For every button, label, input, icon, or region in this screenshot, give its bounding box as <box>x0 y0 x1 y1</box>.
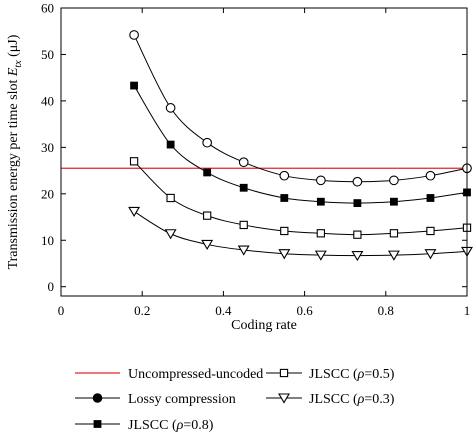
data-point <box>237 245 250 256</box>
data-point <box>128 206 141 218</box>
data-point <box>425 170 436 181</box>
legend-marker <box>93 420 102 428</box>
data-point <box>129 157 139 166</box>
legend-marker <box>278 393 290 404</box>
legend-label: Uncompressed-uncoded <box>128 367 263 382</box>
data-point <box>352 176 363 187</box>
data-point <box>424 249 437 260</box>
x-tick-label: 0.2 <box>134 303 150 318</box>
y-tick-label: 30 <box>41 140 54 155</box>
series-lossy-compression <box>129 30 472 187</box>
data-point <box>426 226 435 236</box>
x-tick-label: 0 <box>58 303 65 318</box>
data-point <box>353 230 362 239</box>
data-point <box>390 197 398 206</box>
legend-label: JLSCC (ρ=0.8) <box>128 418 214 433</box>
data-point <box>426 194 435 202</box>
data-point <box>316 229 325 238</box>
data-point <box>239 220 248 230</box>
series-jlscc-rho-0-3 <box>128 206 473 262</box>
legend-item-jlscc-rho-0-5: JLSCC (ρ=0.5) <box>266 367 395 382</box>
data-point <box>316 197 325 206</box>
legend-item-uncompressed-uncoded: Uncompressed-uncoded <box>75 367 263 382</box>
y-tick-label: 40 <box>41 93 54 108</box>
data-point <box>202 137 213 148</box>
data-point <box>315 175 326 186</box>
data-point <box>278 249 291 260</box>
y-tick-label: 20 <box>41 186 54 201</box>
legend-label: JLSCC (ρ=0.3) <box>309 392 395 407</box>
x-tick-label: 0.8 <box>378 303 394 318</box>
y-tick-label: 0 <box>48 279 55 294</box>
y-tick-label: 10 <box>41 233 54 248</box>
y-axis-title: Transmission energy per time slot Etx (μ… <box>6 34 24 269</box>
x-tick-label: 1 <box>464 303 471 318</box>
data-point <box>239 183 248 192</box>
data-point <box>389 175 399 186</box>
legend-item-jlscc-rho-0-3: JLSCC (ρ=0.3) <box>266 392 395 407</box>
legend-item-jlscc-rho-0-8: JLSCC (ρ=0.8) <box>75 418 214 433</box>
series-jlscc-rho-0-8 <box>130 81 471 207</box>
legend-marker <box>92 393 103 403</box>
data-point <box>280 194 289 202</box>
series-line <box>133 85 468 204</box>
series-line <box>133 211 468 257</box>
x-tick-label: 0.6 <box>296 303 313 318</box>
y-tick-label: 50 <box>41 47 54 62</box>
data-point <box>130 81 138 90</box>
y-tick-label: 60 <box>41 1 54 16</box>
legend-marker <box>279 368 289 378</box>
legend-label: JLSCC (ρ=0.5) <box>309 367 395 382</box>
data-point <box>238 157 249 168</box>
legend-label: Lossy compression <box>128 392 236 407</box>
data-point <box>353 199 362 207</box>
data-point <box>387 250 400 261</box>
data-point <box>166 140 175 149</box>
data-point <box>389 229 399 238</box>
plot-area <box>61 30 473 262</box>
data-point <box>129 30 139 40</box>
data-point <box>203 211 212 220</box>
data-point <box>314 250 327 261</box>
data-point <box>280 226 289 236</box>
data-point <box>279 170 290 181</box>
x-axis-title: Coding rate <box>231 318 297 333</box>
series-line <box>133 160 468 236</box>
legend-item-lossy-compression: Lossy compression <box>75 392 236 407</box>
data-point <box>164 229 177 240</box>
series-line <box>133 34 468 183</box>
axes-frame <box>60 7 468 297</box>
data-point <box>203 168 212 177</box>
axes: 0 10 20 30 40 50 60 0 0.2 0.4 0.6 0.8 1 <box>41 1 470 319</box>
data-point <box>351 251 364 262</box>
data-point <box>166 193 175 203</box>
legend: Uncompressed-uncoded JLSCC (ρ=0.5) Lossy c… <box>75 367 395 433</box>
series-jlscc-rho-0-5 <box>129 157 472 239</box>
x-tick-label: 0.4 <box>215 303 232 318</box>
data-point <box>201 239 214 251</box>
data-point <box>165 103 176 113</box>
